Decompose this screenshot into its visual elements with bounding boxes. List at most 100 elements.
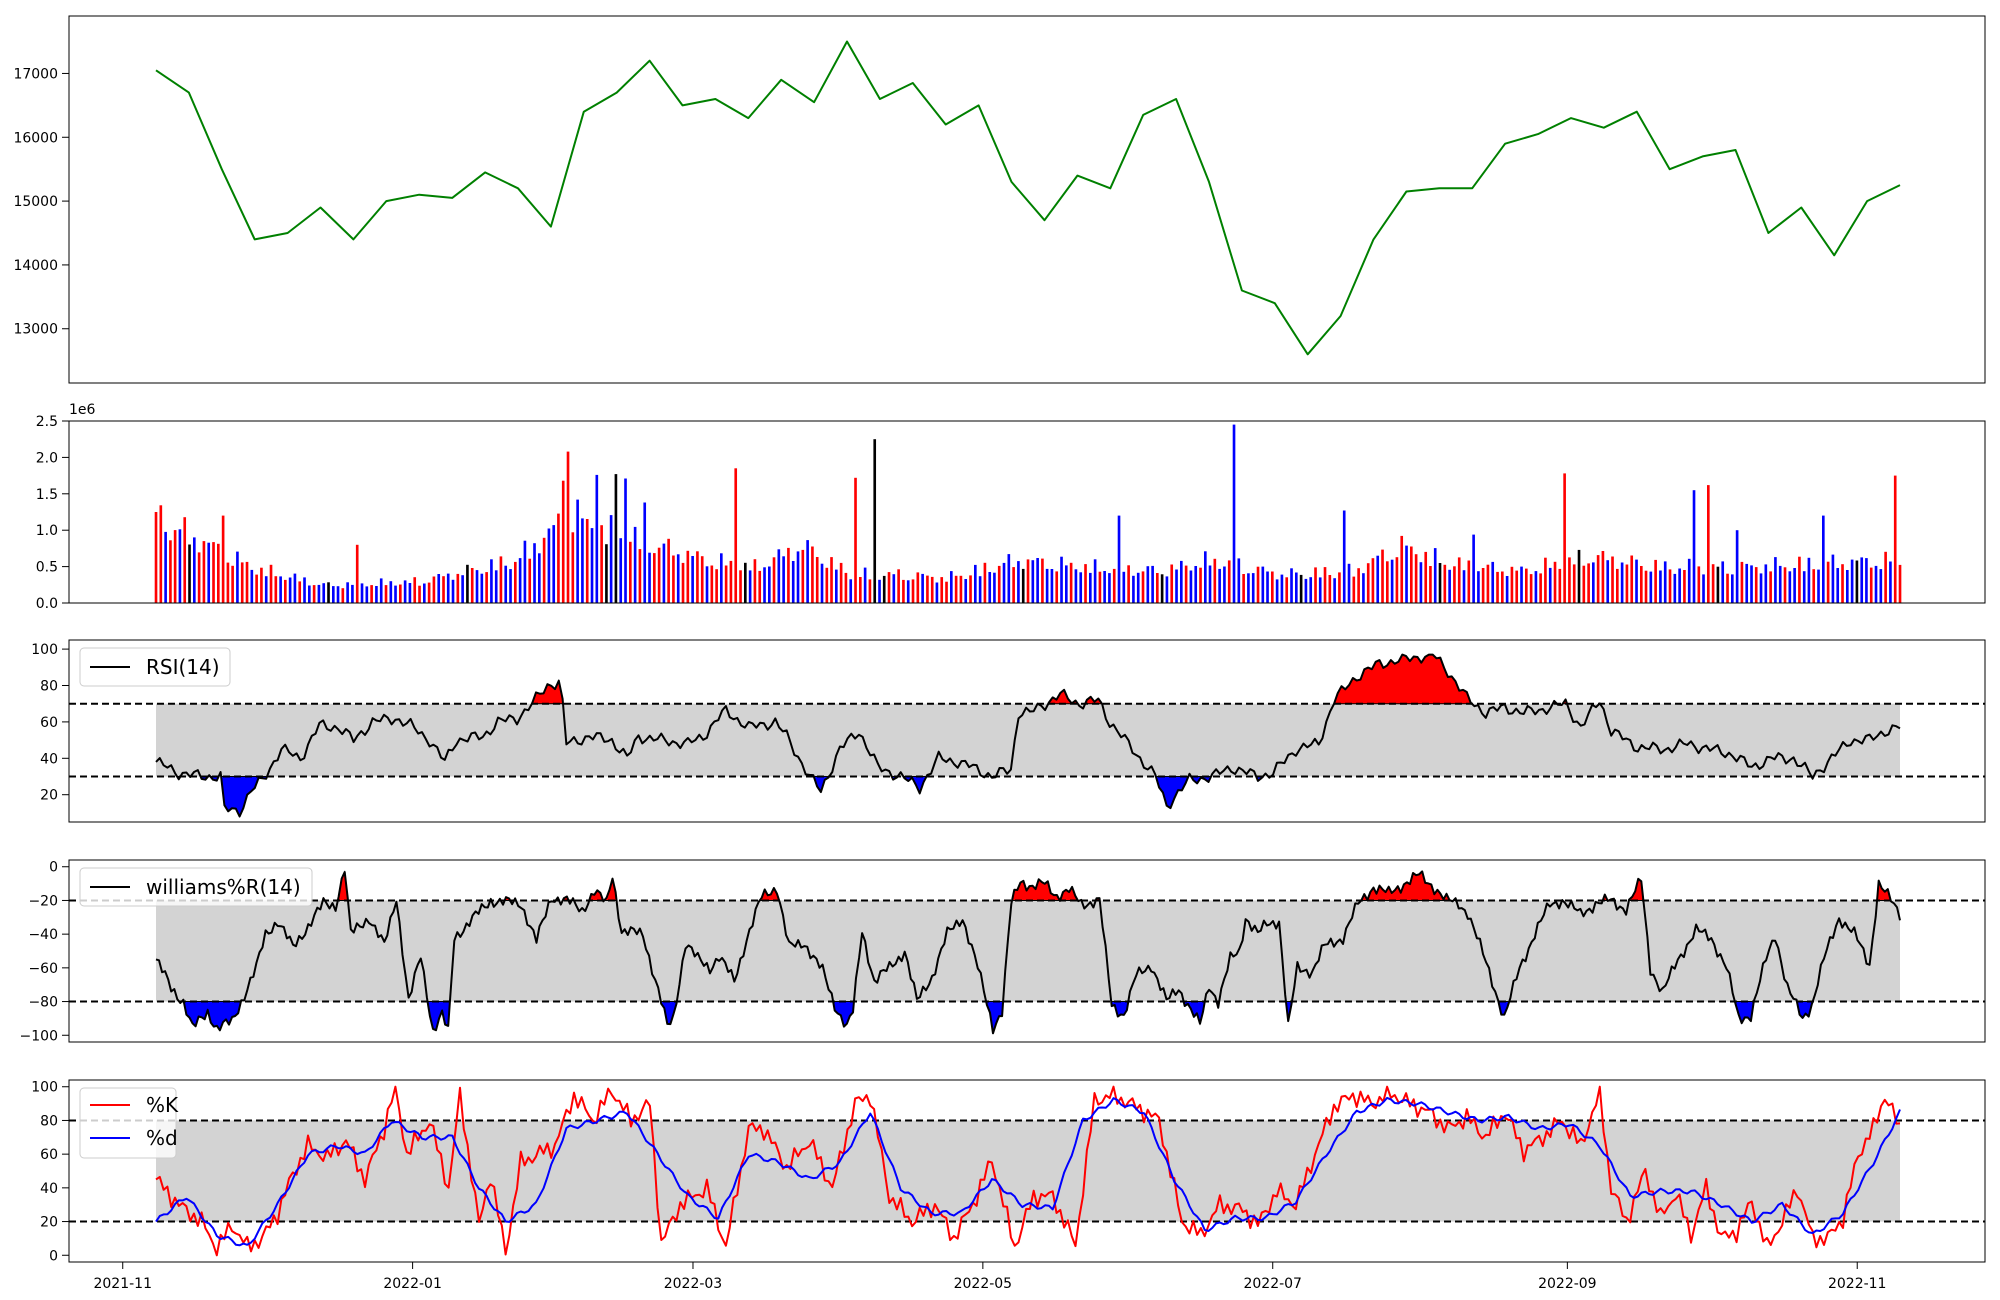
volume-bar [1424,551,1428,603]
volume-bar [954,575,958,603]
volume-bar [490,559,493,603]
volume-bar [284,579,287,603]
williams-legend-box [79,867,313,907]
y-tick-label: 16000 [13,130,58,146]
volume-bar [1759,573,1763,603]
volume-bar [1280,574,1284,603]
volume-bar [379,578,383,603]
volume-bar [1620,562,1624,603]
volume-bar [619,538,623,603]
volume-bar [1136,572,1140,603]
volume-bar [854,477,857,603]
volume-bar [1467,560,1471,603]
volume-bar [801,549,805,603]
volume-bar [236,551,239,603]
x-tick-label: 2022-09 [1538,1276,1597,1292]
volume-bar [945,581,948,603]
volume-bar [1520,566,1523,603]
volume-bar [1874,565,1878,603]
volume-bar [312,585,316,603]
volume-bar [777,549,781,603]
volume-bar [322,583,326,603]
volume-bar [691,556,694,603]
volume-bar [1199,567,1202,603]
volume-bar [787,547,790,603]
volume-bar [1304,578,1308,603]
volume-bar [518,558,522,603]
volume-bar [1640,566,1643,603]
volume-bar [480,573,484,603]
volume-bar [413,577,417,603]
williams-panel: −100 −80 −60 −40 −20 0 williams%R(14) [20,859,1986,1044]
volume-bar [1735,530,1739,603]
volume-bar [1745,563,1749,603]
volume-bar [763,567,766,603]
volume-bar [1697,566,1701,603]
volume-bar [993,572,996,603]
stochastic-legend-k-label: %K [146,1093,179,1117]
volume-bar [1635,559,1638,603]
rsi-panel: 20 40 60 80 100 RSI(14) [31,639,1986,823]
price-line [155,40,1901,356]
volume-bar [835,569,838,603]
volume-bar [585,519,589,603]
y-tick-label: 100 [31,1080,58,1096]
volume-bar [1395,557,1399,603]
volume-bar [1438,563,1442,603]
volume-bar [1122,571,1126,603]
volume-bar [240,562,244,603]
volume-bar [662,543,666,603]
x-tick-label: 2022-07 [1243,1276,1302,1292]
volume-bar [1812,569,1816,603]
volume-bar [303,577,306,603]
volume-bar [882,575,886,603]
y-tick-label: 0.0 [36,596,58,612]
volume-bar [1328,575,1332,603]
volume-bar [1357,568,1360,603]
y-tick-label: −40 [28,927,58,943]
volume-bar [605,544,608,603]
volume-bar [1793,568,1796,603]
y-tick-label: −80 [28,995,58,1011]
volume-bar [892,574,896,603]
rsi-neutral-band [156,703,1900,777]
volume-bar [863,567,867,603]
y-tick-label: 40 [40,1181,58,1197]
volume-bar [1596,555,1600,603]
volume-bar [1074,569,1078,603]
y-tick-label: −100 [20,1028,58,1044]
price-panel-frame [68,15,1986,384]
volume-bar [1721,561,1725,603]
volume-bar [1544,557,1547,603]
volume-bar [1290,568,1293,603]
volume-bar [1021,568,1025,603]
volume-bar [1649,571,1653,603]
volume-bar [566,451,570,603]
volume-bar [782,556,785,603]
volume-bar [1386,561,1389,603]
volume-bar [1060,556,1063,603]
volume-bar [1180,560,1183,603]
volume-bar [1846,570,1849,603]
y-tick-label: 14000 [13,258,58,274]
volume-bar [1477,571,1480,603]
volume-bar [1170,564,1174,603]
volume-bar [868,579,872,603]
volume-bar [1295,572,1298,603]
volume-bar [1237,558,1241,603]
volume-bar [1529,574,1533,603]
volume-bar [1065,565,1068,603]
rsi-legend: RSI(14) [79,647,231,687]
volume-bar [1414,554,1418,603]
volume-bar [1366,563,1370,603]
volume-bar [341,588,345,603]
volume-bar [1663,561,1667,603]
volume-bar [1869,567,1873,603]
volume-bar [820,563,824,603]
volume-bar [1079,572,1083,603]
volume-bar [1410,546,1413,603]
volume-bar [1352,576,1356,603]
volume-bar [590,528,594,603]
volume-bar [744,562,747,603]
rsi-legend-box [79,647,231,687]
